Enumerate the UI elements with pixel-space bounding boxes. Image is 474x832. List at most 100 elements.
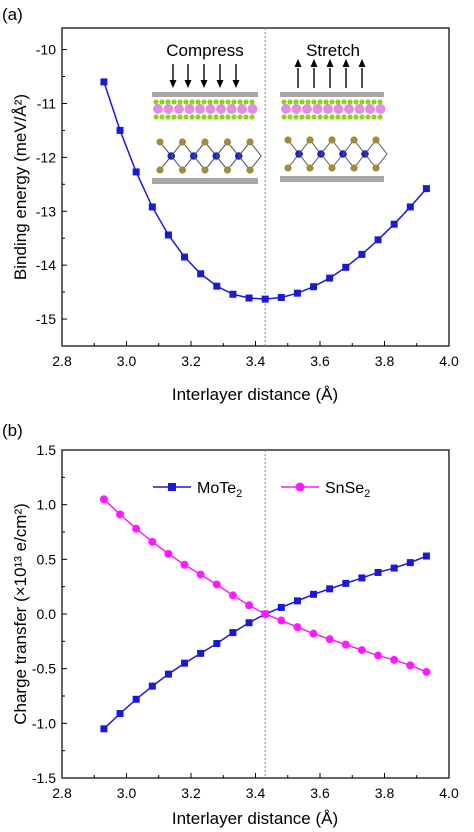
se-atom	[231, 99, 237, 105]
binding-energy-point	[277, 293, 285, 301]
binding-energy-point	[406, 203, 414, 211]
binding-energy-point	[116, 126, 124, 134]
sn-atom	[205, 104, 216, 114]
legend-marker-snse2	[295, 482, 305, 492]
x-tick-label-a: 3.2	[181, 353, 201, 369]
mote2-point	[422, 552, 430, 560]
x-tick-label-a: 3.8	[375, 353, 395, 369]
se-atom	[165, 114, 171, 120]
se-atom	[287, 114, 293, 120]
sn-atom	[375, 104, 386, 114]
stretch-arrow-head	[294, 59, 302, 67]
snse2-point	[164, 549, 173, 558]
y-axis-label-a: Binding energy (meV/Å²)	[11, 94, 30, 280]
snse2-point	[180, 560, 189, 569]
se-atom	[359, 114, 365, 120]
compressed-stack	[152, 92, 262, 184]
se-atom	[335, 99, 341, 105]
se-atom	[165, 99, 171, 105]
se-atom	[311, 114, 317, 120]
y-tick-label-a: -15	[36, 311, 56, 327]
te-atom	[306, 164, 314, 172]
y-axis-label-b: Charge transfer (×10¹³ e/cm²)	[11, 503, 30, 725]
se-atom	[219, 99, 225, 105]
compress-arrow-head	[200, 80, 208, 88]
se-atom	[153, 114, 159, 120]
se-atom	[293, 114, 299, 120]
compress-arrow-head	[169, 80, 177, 88]
te-atom	[284, 136, 292, 144]
snse2-point	[196, 570, 205, 579]
snse2-point	[325, 635, 334, 644]
mote2-point	[293, 597, 301, 605]
legend-marker-mote2	[168, 483, 176, 491]
mote2-point	[164, 670, 172, 678]
binding-energy-line	[103, 81, 427, 300]
y-tick-label-a: -14	[36, 257, 56, 273]
se-atom	[195, 99, 201, 105]
y-tick-label-b: 0.0	[37, 606, 57, 622]
se-atom	[237, 114, 243, 120]
se-atom	[377, 114, 383, 120]
sn-atom	[163, 104, 174, 114]
charge-transfer-series	[99, 495, 431, 733]
legend-label-mote2: MoTe2	[197, 480, 242, 500]
y-tick-label-b: 1.5	[37, 442, 57, 458]
se-atom	[189, 114, 195, 120]
se-atom	[237, 99, 243, 105]
mote2-point	[213, 640, 221, 648]
y-tick-label-b: -1.0	[32, 715, 56, 731]
y-tick-label-b: 0.5	[37, 551, 57, 567]
snse2-point	[116, 510, 125, 519]
se-atom	[329, 114, 335, 120]
x-tick-label-a: 3.6	[310, 353, 330, 369]
substrate-plate-top	[280, 92, 384, 97]
y-tick-label-b: -1.5	[32, 770, 56, 786]
x-tick-label-a: 3.4	[246, 353, 266, 369]
sn-atom	[354, 104, 365, 114]
te-atom	[156, 138, 164, 146]
sn-atom	[226, 104, 237, 114]
binding-energy-point	[132, 168, 140, 176]
binding-energy-point	[164, 231, 172, 239]
se-atom	[177, 99, 183, 105]
se-atom	[341, 99, 347, 105]
plot-frame-b	[61, 449, 450, 779]
se-atom	[311, 99, 317, 105]
se-atom	[177, 114, 183, 120]
sn-atom	[344, 104, 354, 114]
se-atom	[201, 99, 207, 105]
substrate-plate-top	[152, 92, 258, 97]
se-atom	[287, 99, 293, 105]
binding-energy-point	[390, 220, 398, 228]
mote2-point	[100, 725, 108, 733]
y-tick-label-a: -10	[36, 42, 56, 58]
y-tick-label-a: -13	[36, 203, 56, 219]
stretch-arrows	[294, 59, 366, 88]
x-tick-label-b: 3.8	[375, 785, 395, 801]
snse2-point	[406, 661, 415, 670]
te-atom	[372, 164, 380, 172]
te-atom	[246, 138, 254, 146]
te-atom	[372, 136, 380, 144]
panel-b: (b) 2.8 3.0 3.2 3.4 3.6 3.8 4.0 -1.5 -1.0 -0.5 0.0…	[2, 421, 459, 828]
compress-arrow-head	[184, 80, 192, 88]
se-atom	[183, 99, 189, 105]
stretch-arrow-head	[310, 59, 318, 67]
legend: MoTe2 SnSe2	[153, 480, 370, 500]
mote2-point	[326, 585, 334, 593]
te-atom	[284, 164, 292, 172]
mote2-point	[132, 695, 140, 703]
se-atom	[371, 99, 377, 105]
se-atom	[219, 114, 225, 120]
se-atom	[281, 99, 287, 105]
snse2-point	[293, 623, 302, 632]
snse2-point	[341, 640, 350, 649]
axes-b: 2.8 3.0 3.2 3.4 3.6 3.8 4.0 -1.5 -1.0 -0.5 0.0 0.5 1…	[32, 442, 459, 801]
se-atom	[195, 114, 201, 120]
mote2-point	[116, 709, 124, 717]
se-atom	[365, 99, 371, 105]
sn-atom	[312, 104, 323, 114]
sn-atom	[184, 104, 195, 114]
